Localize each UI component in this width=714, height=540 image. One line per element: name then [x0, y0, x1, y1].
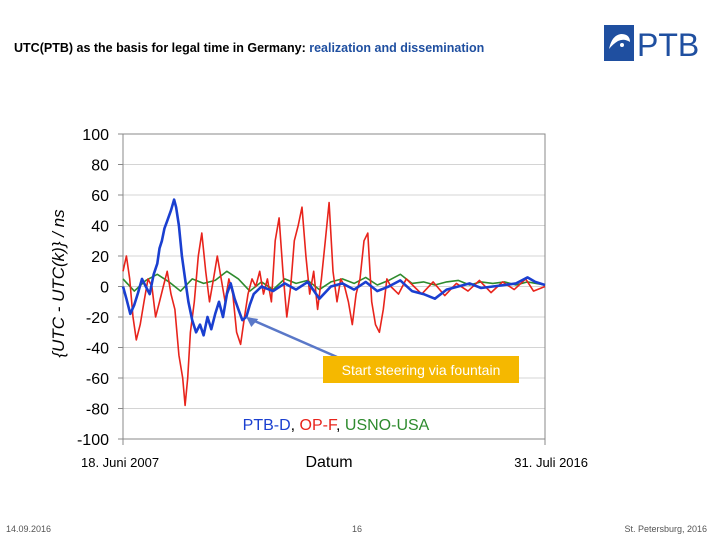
x-axis-label: Datum — [305, 454, 352, 471]
ptb-logo-emblem — [604, 25, 634, 61]
legend-separator: , — [336, 417, 345, 434]
series-layer — [121, 198, 546, 407]
slide-title-accent: realization and dissemination — [309, 41, 485, 55]
annotation: Start steering via fountain — [246, 317, 519, 383]
series-line-usno-usa — [122, 270, 546, 292]
y-ticks: 100 80 60 40 20 0 -20 -40 -60 -80 -100 — [77, 127, 546, 449]
y-tick-label: -60 — [86, 371, 109, 388]
y-tick-label: -40 — [86, 341, 109, 358]
slide-title: UTC(PTB) as the basis for legal time in … — [14, 41, 484, 55]
ptb-logo-text: PTB — [637, 27, 699, 63]
ptb-logo-eagle-icon — [609, 34, 630, 49]
legend-separator: , — [291, 417, 300, 434]
series-line-ptb-d — [121, 198, 546, 337]
legend-item-ptb-d: PTB-D — [243, 417, 291, 434]
series-line-op-f — [122, 201, 546, 407]
annotation-arrowhead — [246, 317, 259, 327]
legend: PTB-D, OP-F, USNO-USA — [243, 417, 430, 434]
annotation-box — [323, 356, 519, 383]
footer-date: 14.09.2016 — [6, 524, 52, 534]
footer-location: St. Petersburg, 2016 — [624, 524, 707, 534]
y-tick-label: 40 — [91, 219, 109, 236]
footer-page-number: 16 — [352, 524, 363, 534]
y-axis-label: {UTC - UTC(k)} / ns — [49, 209, 68, 358]
y-tick-label: -20 — [86, 310, 109, 327]
y-tick-label: -100 — [77, 432, 109, 449]
y-tick-label: 60 — [91, 188, 109, 205]
y-tick-label: 100 — [82, 127, 109, 144]
y-tick-label: 0 — [100, 280, 109, 297]
legend-text: PTB-D, OP-F, USNO-USA — [243, 417, 430, 434]
y-tick-label: 20 — [91, 249, 109, 266]
annotation-arrow — [251, 318, 338, 359]
y-tick-label: -80 — [86, 402, 109, 419]
y-tick-label: 80 — [91, 158, 109, 175]
x-end-label: 31. Juli 2016 — [514, 455, 588, 470]
legend-item-usno-usa: USNO-USA — [345, 417, 430, 434]
x-start-label: 18. Juni 2007 — [81, 455, 159, 470]
legend-item-op-f: OP-F — [300, 417, 338, 434]
ptb-logo: PTB — [604, 25, 699, 63]
chart: 100 80 60 40 20 0 -20 -40 -60 -80 -100 PTB-D, OP-F… — [49, 127, 588, 471]
slide-title-main: UTC(PTB) as the basis for legal time in … — [14, 41, 310, 55]
annotation-text: Start steering via fountain — [342, 362, 501, 378]
